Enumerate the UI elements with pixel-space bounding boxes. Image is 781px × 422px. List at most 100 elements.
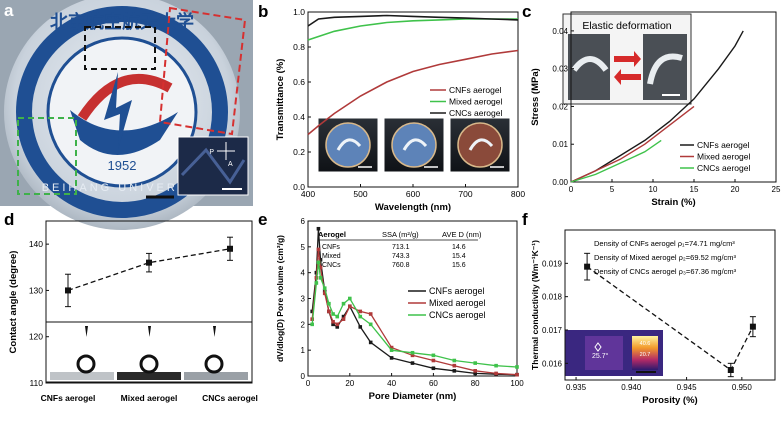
- data-point: [368, 340, 373, 345]
- table-cell: Mixed: [322, 253, 341, 260]
- seal-emblem-red-arc: [77, 74, 173, 121]
- y-tick-label: 4: [301, 269, 306, 278]
- elastic-deformation-inset: Elastic deformation: [562, 13, 692, 105]
- x-axis-label: Wavelength (nm): [375, 202, 451, 213]
- x-tick-label: 0: [306, 379, 311, 388]
- data-point: [410, 350, 415, 355]
- needle-icon: [213, 326, 216, 337]
- y-tick-label: 0.017: [542, 326, 563, 335]
- droplet-cncs: [184, 326, 248, 380]
- density-annotation-cnfs: Density of CNFs aerogel ρ₁=74.71 mg/cm³: [594, 239, 735, 248]
- data-point: [452, 363, 457, 368]
- ir-color-scale: [632, 336, 658, 370]
- panel-letter-d: d: [4, 210, 14, 229]
- data-point: [310, 322, 314, 327]
- data-point: [494, 363, 498, 368]
- data-point: [65, 287, 71, 294]
- data-point: [331, 322, 335, 327]
- y-axis-label: Transmittance (%): [275, 59, 286, 141]
- seal-year: 1952: [108, 158, 137, 173]
- data-point: [473, 361, 477, 365]
- x-tick-label: 600: [406, 189, 420, 199]
- series-line: [307, 49, 519, 136]
- x-tick-label: 0.945: [677, 383, 698, 392]
- data-point: [335, 325, 340, 329]
- x-tick-label: 500: [353, 189, 367, 199]
- data-point: [452, 369, 457, 373]
- substrate: [50, 372, 114, 380]
- data-point: [348, 304, 352, 309]
- inset-texture: [180, 147, 246, 185]
- panel-letter-c: c: [522, 2, 531, 21]
- table-header: Aerogel: [318, 230, 346, 239]
- substrate: [117, 372, 181, 380]
- aerogel-disc: [391, 122, 437, 168]
- y-axis-label: dV/dlog(D) Pore volume (cm³/g): [275, 235, 285, 362]
- panel-letter-a: a: [4, 1, 14, 20]
- x-axis-label: Strain (%): [651, 197, 695, 208]
- x-tick-label: 800: [511, 189, 525, 199]
- red-dashed-box: [158, 6, 247, 136]
- data-point: [473, 369, 477, 373]
- y-tick-label: 0.016: [542, 359, 563, 368]
- data-point: [358, 325, 363, 329]
- data-point: [316, 226, 321, 231]
- aerogel-disc: [325, 122, 371, 168]
- data-point: [452, 358, 457, 363]
- seal-emblem-bolt: [104, 72, 132, 150]
- data-point: [341, 314, 346, 319]
- data-point: [389, 345, 394, 350]
- data-point: [515, 365, 519, 369]
- ir-scale-max: 40.6: [640, 341, 651, 347]
- data-point: [318, 276, 323, 280]
- y-axis-label: Thermal conductivity (Wm⁻¹K⁻¹): [530, 240, 540, 370]
- table-header: AVE D (nm): [442, 230, 482, 239]
- disc-emblem: [336, 138, 362, 151]
- series-line: [307, 14, 519, 27]
- data-point: [335, 314, 340, 319]
- bent-aerogel-right: [647, 53, 683, 85]
- analyzer-label: A: [228, 161, 233, 168]
- x-tick-label: 400: [301, 189, 315, 199]
- ir-hot-region: [585, 336, 623, 370]
- x-tick-label: 80: [471, 379, 480, 388]
- panel-d: d 110 120 130 140 Contact angle (degree) CNFs…: [4, 210, 258, 403]
- green-dashed-box: [17, 117, 77, 195]
- data-point: [314, 281, 319, 285]
- series-line: [311, 249, 518, 376]
- y-tick-label: 0.8: [293, 42, 305, 52]
- table-cell: 760.8: [392, 262, 410, 269]
- table-cell: CNCs: [322, 262, 341, 269]
- data-point: [431, 366, 436, 371]
- density-annotation-mixed: Density of Mixed aerogel ρ₂=69.52 mg/cm³: [594, 253, 737, 262]
- water-droplet-icon: [76, 354, 96, 374]
- panel-a: 北京航空航天大学 BEIHANG UNIVERSITY 1952 P A a: [0, 0, 253, 230]
- y-tick-label: 0: [301, 372, 306, 381]
- y-tick-label: 0.02: [552, 102, 568, 111]
- trend-line: [67, 248, 231, 292]
- legend-entry: CNCs aerogel: [429, 310, 486, 320]
- data-point: [227, 245, 233, 252]
- data-point: [389, 348, 394, 352]
- table-cell: 743.3: [392, 253, 410, 260]
- bent-aerogel-left: [571, 56, 609, 72]
- data-point: [146, 259, 152, 266]
- ssa-table: Aerogel SSA (m²/g) AVE D (nm) CNFs 713.1 14.6…: [318, 230, 482, 269]
- y-tick-label: 3: [301, 295, 306, 304]
- y-tick-label: 2: [301, 320, 306, 329]
- plot-frame: [564, 229, 776, 381]
- transmittance-inset-photos: [317, 117, 511, 173]
- y-tick-label: 0.6: [293, 77, 305, 87]
- y-tick-label: 1.0: [293, 7, 305, 17]
- seal-text-top: 北京航空航天大学: [50, 11, 194, 32]
- x-tick-label: 0.940: [621, 383, 642, 392]
- panel-letter-e: e: [258, 210, 267, 229]
- seal-outer-ring: [16, 6, 228, 218]
- data-point: [368, 312, 373, 316]
- y-tick-label: 6: [301, 217, 306, 226]
- x-tick-label: 100: [510, 379, 524, 388]
- legend-entry: CNFs aerogel: [697, 140, 750, 150]
- seal-text-bottom: BEIHANG UNIVERSITY: [42, 182, 215, 194]
